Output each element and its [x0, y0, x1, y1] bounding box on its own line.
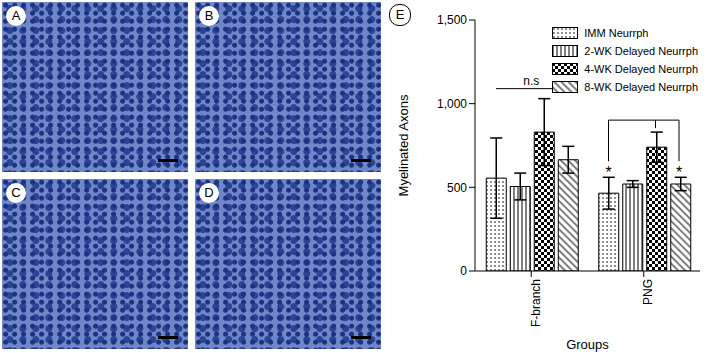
html-text:A: A — [11, 8, 21, 23]
svg-text:1,000: 1,000 — [437, 97, 467, 111]
html-text:2-WK Delayed Neurrph: 2-WK Delayed Neurrph — [584, 45, 698, 57]
svg-text:Groups: Groups — [566, 337, 609, 352]
svg-text:PNG: PNG — [641, 279, 655, 305]
html-text:4-WK Delayed Neurrph: 4-WK Delayed Neurrph — [584, 63, 698, 75]
svg-text:0: 0 — [460, 264, 467, 278]
html-text:B: B — [204, 8, 214, 23]
svg-text:F-branch: F-branch — [529, 279, 543, 327]
svg-text:*: * — [605, 164, 611, 181]
html-text:D: D — [204, 185, 214, 200]
svg-text:500: 500 — [447, 181, 467, 195]
svg-text:1,500: 1,500 — [437, 13, 467, 27]
svg-text:Myelinated Axons: Myelinated Axons — [396, 94, 411, 196]
svg-text:*: * — [676, 164, 682, 181]
svg-text:n.s: n.s — [523, 74, 539, 88]
html-text:E: E — [395, 7, 405, 22]
html-text:8-WK Delayed Neurrph: 8-WK Delayed Neurrph — [584, 81, 698, 93]
html-text:C: C — [11, 185, 21, 200]
html-text:IMM Neurrph: IMM Neurrph — [584, 27, 649, 39]
